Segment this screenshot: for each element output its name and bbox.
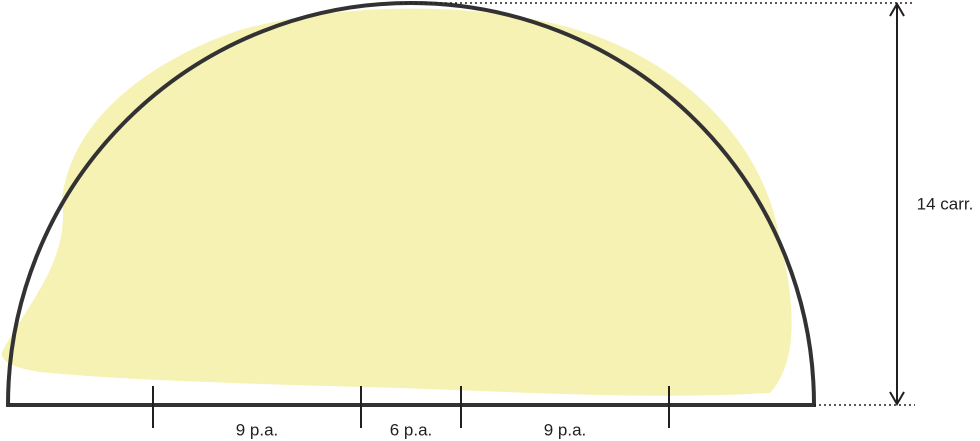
height-label: 14 carr. <box>917 194 974 213</box>
width-label: 9 p.a. <box>544 420 587 439</box>
semicircle-outline <box>5 1 817 407</box>
yellow-fill <box>1 8 792 396</box>
width-label: 6 p.a. <box>390 420 433 439</box>
height-arrow <box>889 2 905 406</box>
arrow-head <box>889 391 905 406</box>
arrow-head <box>889 2 905 17</box>
tick-marks <box>152 386 670 428</box>
width-label: 9 p.a. <box>236 420 279 439</box>
guides <box>400 2 915 406</box>
